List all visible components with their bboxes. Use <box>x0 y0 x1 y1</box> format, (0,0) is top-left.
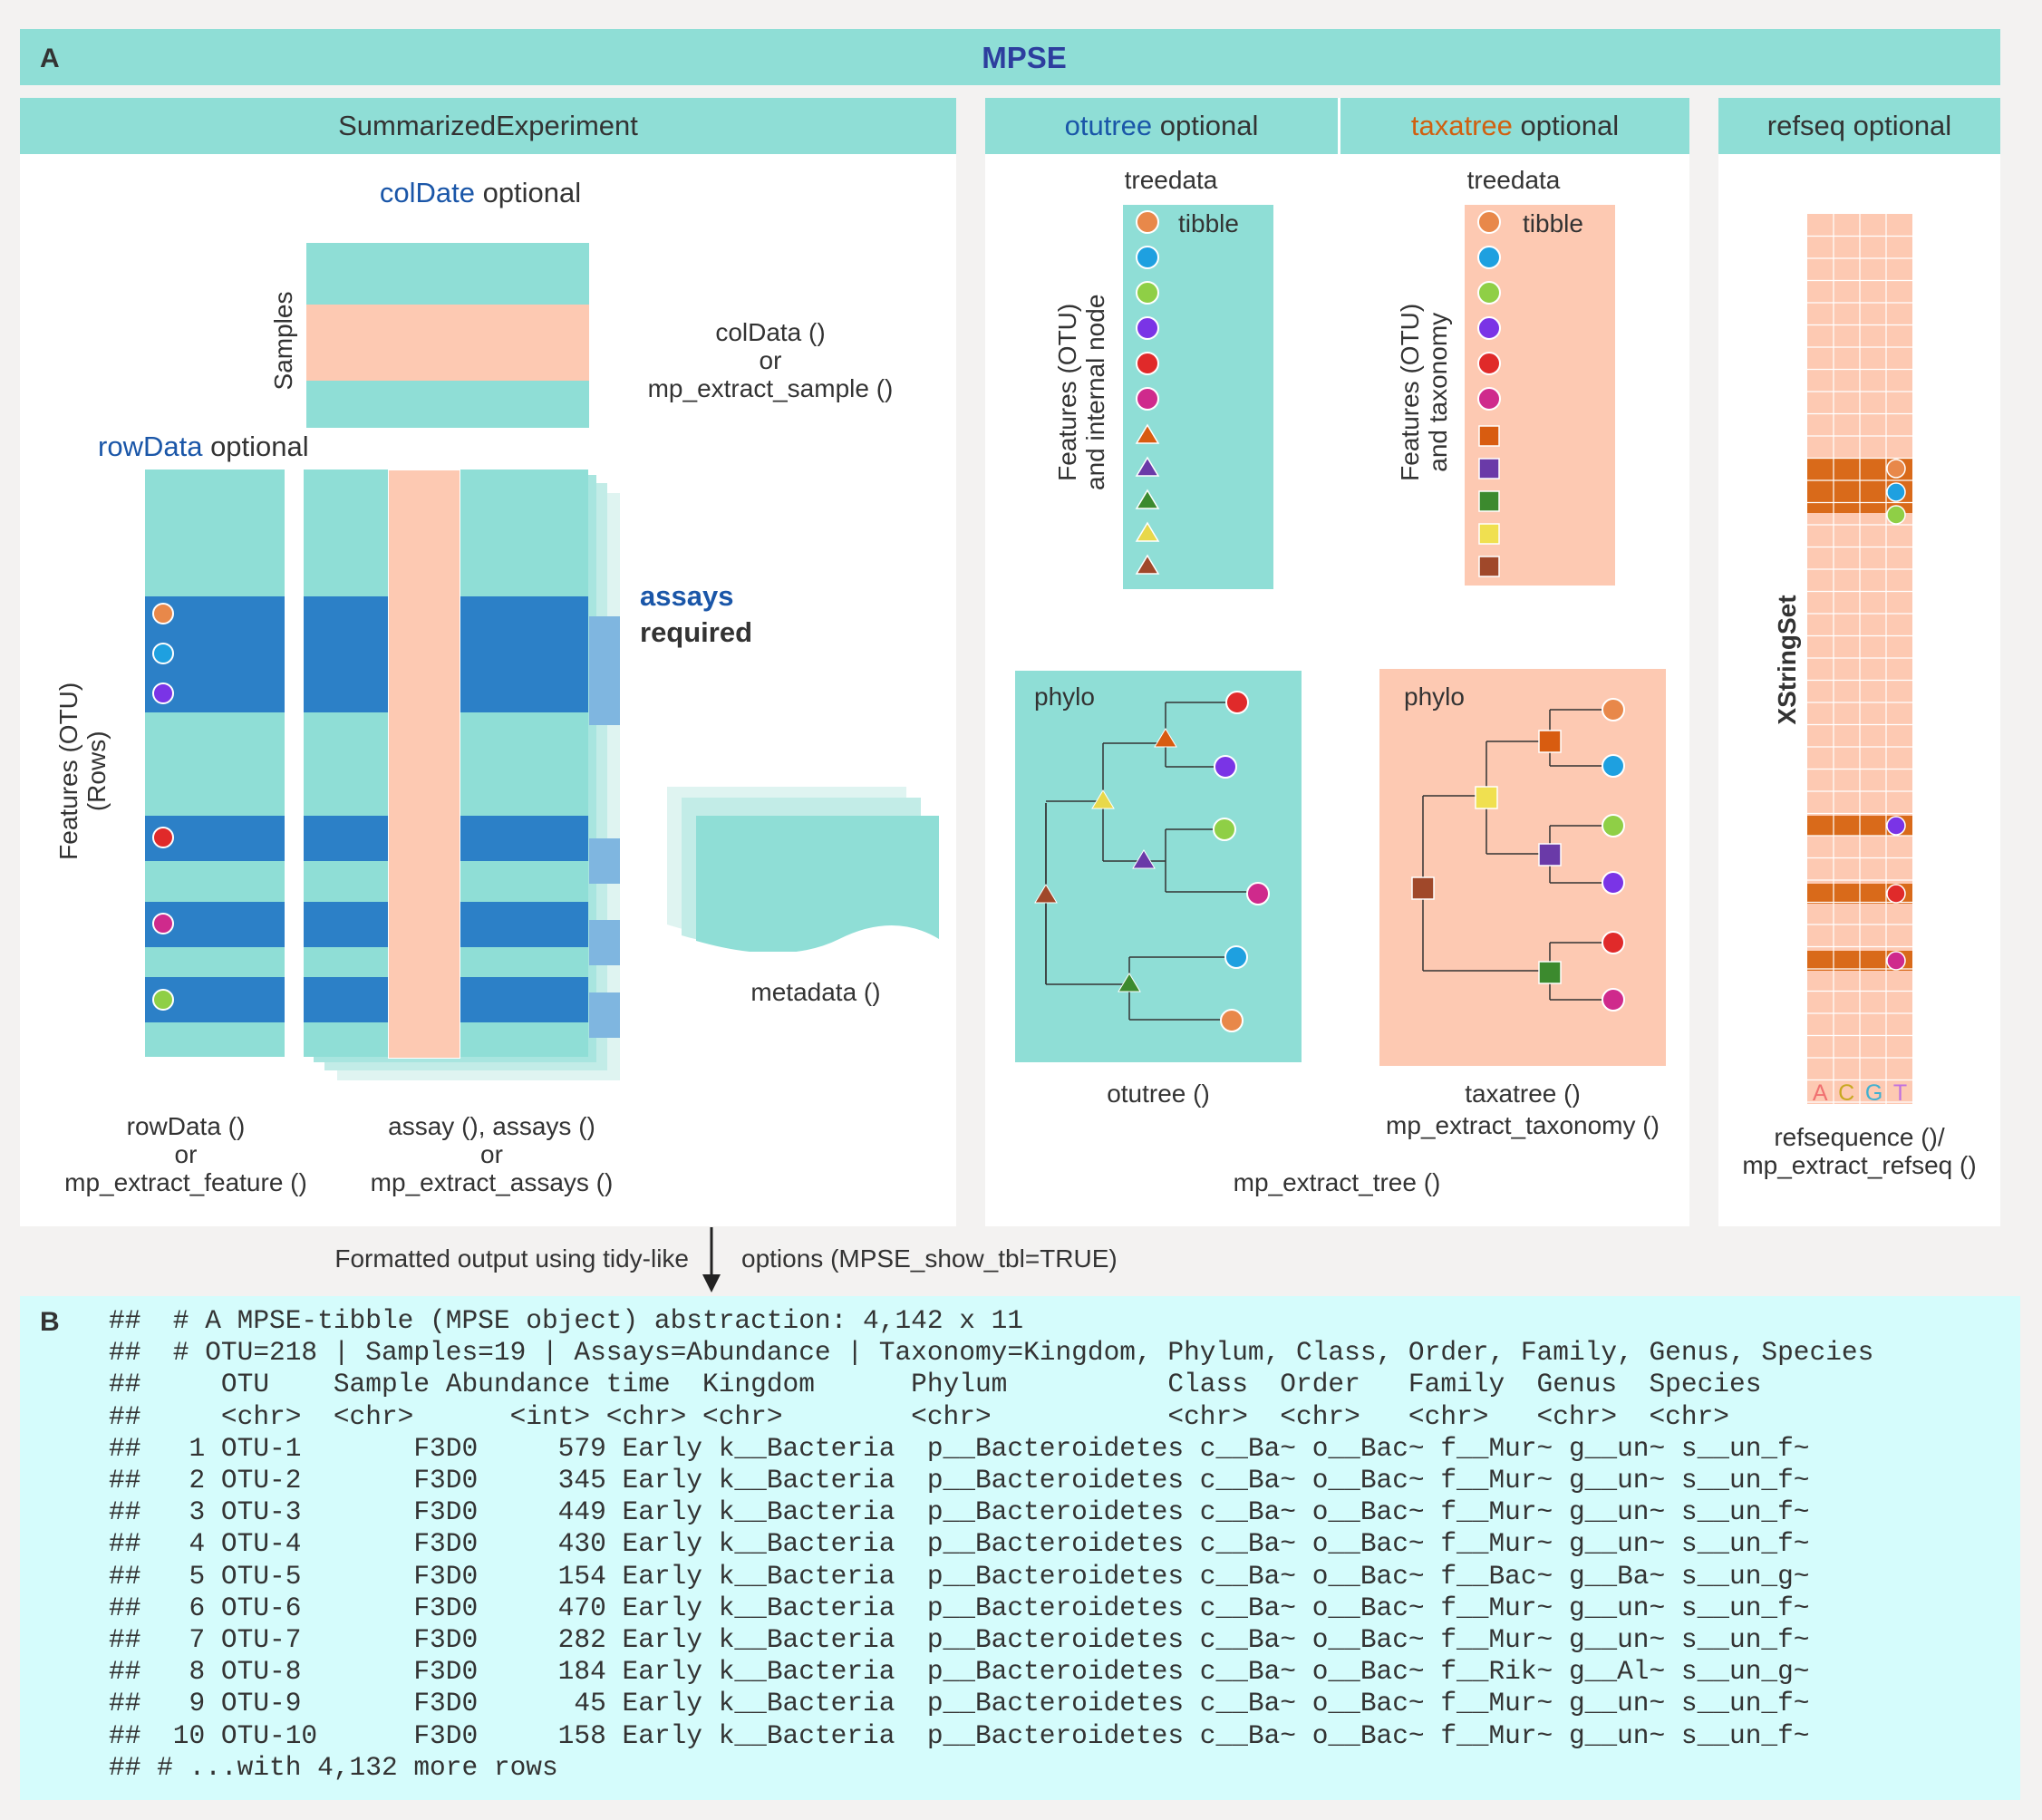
console-line: ## 6 OTU-6 F3D0 470 Early k__Bacteria p_… <box>109 1592 1810 1623</box>
console-line: ## <chr> <chr> <int> <chr> <chr> <chr> <… <box>109 1400 1729 1432</box>
taxatree-keyword: taxatree <box>1410 110 1513 141</box>
base-t: T <box>1892 1080 1908 1106</box>
assay-sample-column <box>388 470 460 1059</box>
rowdata-column <box>145 470 285 1057</box>
console-line: ## # OTU=218 | Samples=19 | Assays=Abund… <box>109 1337 1874 1369</box>
coldata-strip-mid <box>306 305 589 381</box>
otutree-header: otutree optional <box>985 98 1338 154</box>
otutree-phylo-label: phylo <box>1034 682 1095 711</box>
refseq-fn: refsequence ()/ mp_extract_refseq () <box>1742 1123 1977 1179</box>
assay-band-shadow <box>589 920 620 965</box>
features-rows-label: Features (OTU) (Rows) <box>54 682 111 860</box>
coldata-title: colDate optional <box>379 177 582 208</box>
mp-extract-tree-fn: mp_extract_tree () <box>1233 1168 1441 1196</box>
console-line: ## 8 OTU-8 F3D0 184 Early k__Bacteria p_… <box>109 1656 1810 1688</box>
samples-label: Samples <box>269 291 297 391</box>
refseq-header: refseq optional <box>1718 98 2000 154</box>
rowdata-title: rowData optional <box>98 431 309 462</box>
console-line: ## 9 OTU-9 F3D0 45 Early k__Bacteria p__… <box>109 1688 1810 1719</box>
taxatree-phylo-label: phylo <box>1404 682 1465 711</box>
arrow-right-text: options (MPSE_show_tbl=TRUE) <box>741 1244 1118 1273</box>
metadata-pages <box>667 787 939 952</box>
otu-taxonomy-label: Features (OTU) and taxonomy <box>1396 303 1452 481</box>
taxatree-fn: taxatree () mp_extract_taxonomy () <box>1386 1079 1660 1139</box>
metadata-fn: metadata () <box>750 978 881 1006</box>
refseq-bases: A C G T <box>1807 1080 1912 1107</box>
otutree-keyword: otutree <box>1064 110 1153 141</box>
feature-dot-red <box>152 827 174 848</box>
console-line: ## 5 OTU-5 F3D0 154 Early k__Bacteria p_… <box>109 1560 1810 1592</box>
console-line: ## 7 OTU-7 F3D0 282 Early k__Bacteria p_… <box>109 1624 1810 1655</box>
xstringset-label: XStringSet <box>1773 595 1801 725</box>
down-arrow-icon <box>702 1227 721 1292</box>
assay-band-shadow <box>589 616 620 725</box>
otutree-phylo-tree <box>1034 691 1270 1032</box>
otutree-tibble-label: tibble <box>1178 209 1239 237</box>
base-g: G <box>1864 1080 1883 1106</box>
console-line: ## 3 OTU-3 F3D0 449 Early k__Bacteria p_… <box>109 1496 1810 1528</box>
console-line: ## 2 OTU-2 F3D0 345 Early k__Bacteria p_… <box>109 1465 1810 1496</box>
otu-internal-node-label: Features (OTU) and internal node <box>1053 294 1109 490</box>
feature-dot-sky <box>152 643 174 664</box>
otutree-node-glyphs <box>1135 210 1160 575</box>
feature-dot-green <box>152 989 174 1011</box>
console-line: ## OTU Sample Abundance time Kingdom Phy… <box>109 1369 1762 1400</box>
mpse-title: MPSE <box>982 41 1067 74</box>
taxatree-header: taxatree optional <box>1340 98 1689 154</box>
assays-fn: assay (), assays () or mp_extract_assays… <box>370 1112 614 1196</box>
coldata-strip-top <box>306 243 589 305</box>
panel-b-letter: B <box>40 1307 60 1337</box>
panel-b-console <box>20 1296 2020 1800</box>
taxatree-phylo-tree <box>1411 698 1625 1012</box>
coldata-fn: colData () or mp_extract_sample () <box>647 318 894 402</box>
taxatree-tibble-label: tibble <box>1523 209 1583 237</box>
feature-dot-magenta <box>152 913 174 934</box>
console-line: ## 1 OTU-1 F3D0 579 Early k__Bacteria p_… <box>109 1432 1810 1464</box>
arrow-left-text: Formatted output using tidy-like <box>334 1244 689 1273</box>
rowdata-fn: rowData () or mp_extract_feature () <box>64 1112 307 1196</box>
assay-band-shadow <box>589 838 620 884</box>
base-c: C <box>1838 1080 1855 1106</box>
console-line: ## # A MPSE-tibble (MPSE object) abstrac… <box>109 1305 1024 1336</box>
feature-dot-purple <box>152 682 174 704</box>
console-line: ## # ...with 4,132 more rows <box>109 1751 558 1783</box>
mpse-title-bar <box>20 29 2000 85</box>
console-line: ## 4 OTU-4 F3D0 430 Early k__Bacteria p_… <box>109 1528 1810 1560</box>
refseq-grid <box>1807 214 1912 1104</box>
assays-title: assays required <box>640 580 753 649</box>
feature-dot-orange <box>152 603 174 624</box>
base-a: A <box>1812 1080 1828 1106</box>
console-line: ## 10 OTU-10 F3D0 158 Early k__Bacteria … <box>109 1719 1810 1751</box>
se-header: SummarizedExperiment <box>20 98 956 154</box>
taxatree-node-glyphs <box>1477 210 1501 577</box>
otutree-fn: otutree () <box>1107 1079 1210 1108</box>
assay-band-shadow <box>589 992 620 1038</box>
otutree-phylo-box <box>1015 671 1302 1062</box>
otutree-treedata-label: treedata <box>1124 166 1218 194</box>
panel-a-letter: A <box>40 44 60 73</box>
taxatree-treedata-label: treedata <box>1466 166 1561 194</box>
coldata-strip-bot <box>306 381 589 428</box>
